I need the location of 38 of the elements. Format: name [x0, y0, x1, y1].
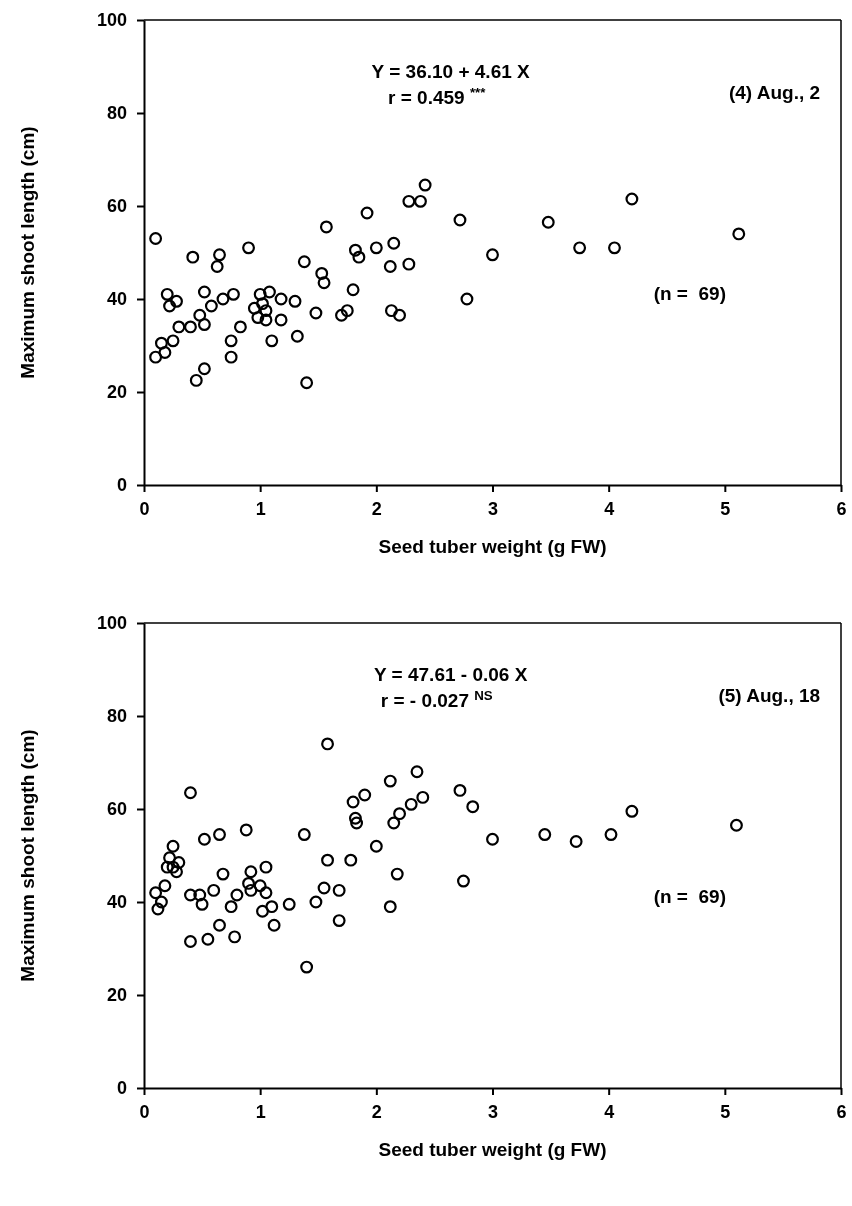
- y-axis-title: Maximum shoot length (cm): [17, 729, 38, 982]
- y-tick-label: 100: [96, 10, 127, 31]
- y-tick-label: 0: [116, 1078, 127, 1099]
- x-tick-label: 2: [371, 498, 382, 519]
- x-tick-label: 0: [139, 498, 150, 519]
- x-axis-title: Seed tuber weight (g FW): [378, 1139, 607, 1160]
- annotation: r = - 0.027 $^{NS}$: [380, 687, 493, 711]
- annotation: (n = 69): [653, 886, 726, 907]
- annotation: Y = 47.61 - 0.06 X: [374, 664, 528, 685]
- x-tick-label: 5: [720, 1101, 731, 1122]
- x-tick-label: 6: [836, 1101, 847, 1122]
- annotation: (5) Aug., 18: [718, 685, 821, 706]
- y-tick-label: 40: [106, 289, 127, 310]
- annotation: (4) Aug., 2: [728, 82, 821, 103]
- x-tick-label: 1: [255, 498, 266, 519]
- y-tick-label: 60: [106, 799, 127, 820]
- y-tick-label: 20: [106, 985, 127, 1006]
- y-tick-label: 80: [106, 103, 127, 124]
- x-tick-label: 0: [139, 1101, 150, 1122]
- x-tick-label: 4: [604, 498, 615, 519]
- y-tick-label: 100: [96, 613, 127, 634]
- x-tick-label: 6: [836, 498, 847, 519]
- x-tick-label: 1: [255, 1101, 266, 1122]
- x-axis-title: Seed tuber weight (g FW): [378, 536, 607, 557]
- x-tick-label: 5: [720, 498, 731, 519]
- x-tick-label: 2: [371, 1101, 382, 1122]
- annotation: r = 0.459 $^{***}$: [388, 84, 487, 108]
- annotation: (n = 69): [653, 283, 726, 304]
- y-tick-label: 20: [106, 382, 127, 403]
- x-tick-label: 4: [604, 1101, 615, 1122]
- x-tick-label: 3: [487, 1101, 499, 1122]
- x-tick-label: 3: [487, 498, 499, 519]
- y-tick-label: 80: [106, 706, 127, 727]
- y-tick-label: 60: [106, 196, 127, 217]
- y-tick-label: 40: [106, 892, 127, 913]
- y-tick-label: 0: [116, 475, 127, 496]
- annotation: Y = 36.10 + 4.61 X: [371, 61, 531, 82]
- y-axis-title: Maximum shoot length (cm): [17, 126, 38, 379]
